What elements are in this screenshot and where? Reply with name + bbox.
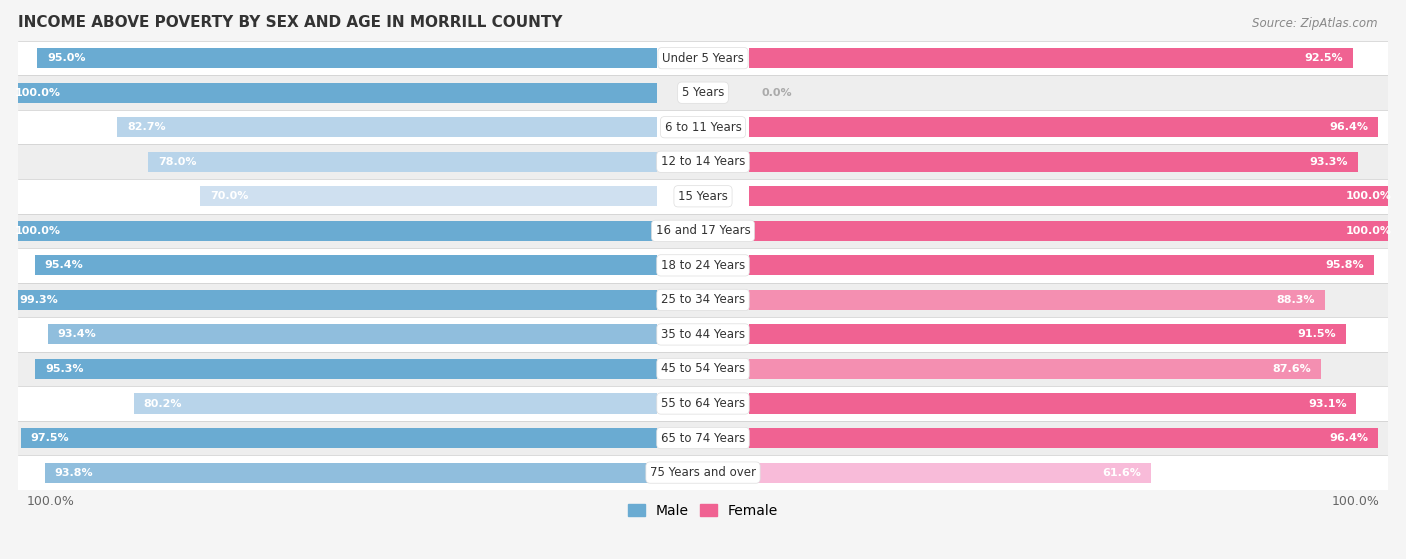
Bar [18, 214, 1388, 248]
Text: 78.0%: 78.0% [157, 157, 197, 167]
Bar [18, 386, 1388, 421]
Text: INCOME ABOVE POVERTY BY SEX AND AGE IN MORRILL COUNTY: INCOME ABOVE POVERTY BY SEX AND AGE IN M… [18, 15, 562, 30]
Bar [748, 462, 1150, 482]
Text: 95.8%: 95.8% [1326, 260, 1364, 271]
Bar [18, 75, 1388, 110]
Text: 97.5%: 97.5% [31, 433, 69, 443]
Text: 95.0%: 95.0% [46, 53, 86, 63]
Bar [748, 324, 1346, 344]
Text: 92.5%: 92.5% [1305, 53, 1343, 63]
Bar [748, 151, 1358, 172]
Bar [45, 462, 658, 482]
Text: 70.0%: 70.0% [209, 191, 249, 201]
Text: 55 to 64 Years: 55 to 64 Years [661, 397, 745, 410]
Bar [18, 352, 1388, 386]
Text: 87.6%: 87.6% [1272, 364, 1310, 374]
Bar [18, 456, 1388, 490]
Bar [4, 221, 658, 241]
Text: 96.4%: 96.4% [1329, 122, 1368, 132]
Text: Under 5 Years: Under 5 Years [662, 51, 744, 65]
Bar [35, 255, 658, 276]
Text: 88.3%: 88.3% [1277, 295, 1315, 305]
Bar [748, 221, 1402, 241]
Text: 45 to 54 Years: 45 to 54 Years [661, 362, 745, 376]
Text: 6 to 11 Years: 6 to 11 Years [665, 121, 741, 134]
Text: 93.3%: 93.3% [1309, 157, 1348, 167]
Legend: Male, Female: Male, Female [623, 498, 783, 523]
Bar [18, 41, 1388, 75]
Bar [148, 151, 658, 172]
Bar [48, 324, 658, 344]
Bar [118, 117, 658, 138]
Text: 65 to 74 Years: 65 to 74 Years [661, 432, 745, 444]
Bar [4, 83, 658, 103]
Bar [21, 428, 658, 448]
Text: 82.7%: 82.7% [128, 122, 166, 132]
Text: 99.3%: 99.3% [18, 295, 58, 305]
Text: 75 Years and over: 75 Years and over [650, 466, 756, 479]
Text: 12 to 14 Years: 12 to 14 Years [661, 155, 745, 168]
Bar [748, 428, 1378, 448]
Text: 93.8%: 93.8% [55, 467, 93, 477]
Text: 95.4%: 95.4% [45, 260, 83, 271]
Bar [748, 48, 1353, 68]
Text: 93.1%: 93.1% [1308, 399, 1347, 409]
Bar [134, 394, 658, 414]
Bar [35, 359, 658, 379]
Text: 91.5%: 91.5% [1298, 329, 1336, 339]
Text: 100.0%: 100.0% [1346, 191, 1392, 201]
Bar [748, 186, 1402, 206]
Text: 100.0%: 100.0% [14, 88, 60, 98]
Bar [201, 186, 658, 206]
Bar [18, 179, 1388, 214]
Text: 96.4%: 96.4% [1329, 433, 1368, 443]
Bar [18, 248, 1388, 283]
Text: 95.3%: 95.3% [45, 364, 83, 374]
Text: 25 to 34 Years: 25 to 34 Years [661, 293, 745, 306]
Bar [37, 48, 658, 68]
Bar [18, 110, 1388, 144]
Text: 16 and 17 Years: 16 and 17 Years [655, 224, 751, 238]
Bar [18, 317, 1388, 352]
Text: 15 Years: 15 Years [678, 190, 728, 203]
Text: 18 to 24 Years: 18 to 24 Years [661, 259, 745, 272]
Text: 100.0%: 100.0% [14, 226, 60, 236]
Bar [748, 394, 1357, 414]
Text: 80.2%: 80.2% [143, 399, 183, 409]
Text: Source: ZipAtlas.com: Source: ZipAtlas.com [1253, 17, 1378, 30]
Bar [748, 290, 1324, 310]
Text: 100.0%: 100.0% [1346, 226, 1392, 236]
Bar [18, 421, 1388, 456]
Bar [748, 359, 1320, 379]
Bar [8, 290, 658, 310]
Text: 5 Years: 5 Years [682, 86, 724, 99]
Text: 61.6%: 61.6% [1102, 467, 1142, 477]
Bar [18, 144, 1388, 179]
Bar [748, 255, 1374, 276]
Bar [18, 283, 1388, 317]
Text: 0.0%: 0.0% [762, 88, 793, 98]
Bar [748, 117, 1378, 138]
Text: 93.4%: 93.4% [58, 329, 96, 339]
Text: 35 to 44 Years: 35 to 44 Years [661, 328, 745, 341]
